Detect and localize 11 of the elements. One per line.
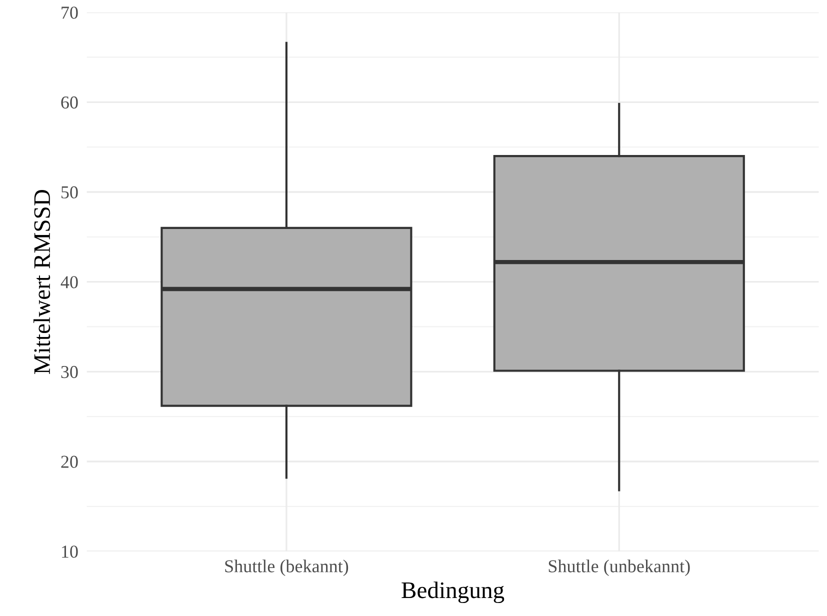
y-tick-label: 40 — [60, 276, 78, 288]
x-tick-label: Shuttle (unbekannt) — [548, 560, 690, 576]
y-tick-label: 60 — [61, 96, 78, 109]
y-axis-title: Mittelwert RMSSD — [33, 190, 50, 374]
y-tick-label: 30 — [61, 366, 78, 378]
y-tick-label: 10 — [62, 546, 78, 558]
y-tick-label: 20 — [61, 456, 78, 468]
y-tick-label: 50 — [61, 186, 78, 198]
x-axis-title: Bedingung — [402, 582, 504, 604]
x-tick-label: Shuttle (bekannt) — [225, 560, 348, 576]
y-tick-label: 70 — [62, 6, 78, 19]
